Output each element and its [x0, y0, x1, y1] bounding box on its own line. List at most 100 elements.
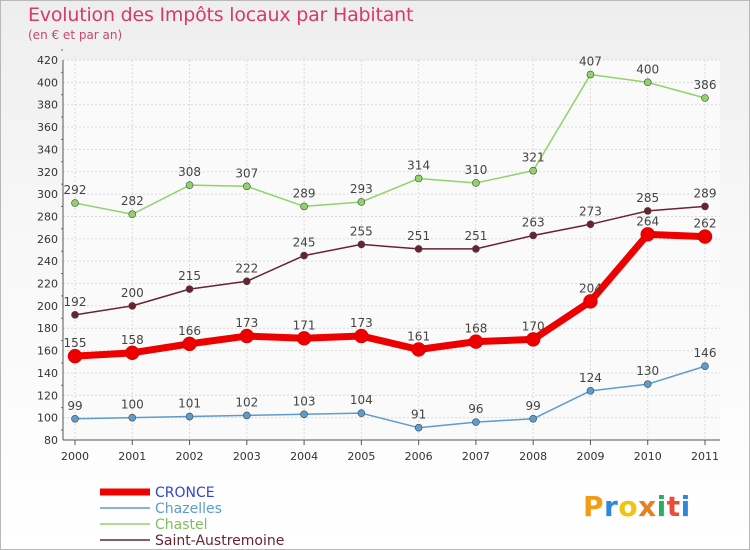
data-label: 310 — [464, 163, 487, 177]
data-point — [586, 220, 595, 229]
y-tick-label: 280 — [37, 210, 58, 223]
data-label: 222 — [235, 261, 258, 275]
series-chazelles: 99 100 101 102 103 104 91 96 99 124 130 146 — [67, 346, 716, 432]
y-tick-label: 200 — [37, 300, 58, 313]
data-label: 99 — [67, 399, 82, 413]
data-label: 262 — [694, 217, 717, 231]
data-label: 155 — [64, 336, 87, 350]
data-point — [300, 410, 308, 419]
data-label: 289 — [694, 186, 717, 200]
y-tick-label: 160 — [37, 345, 58, 358]
data-label: 308 — [178, 165, 201, 179]
logo-letter: x — [638, 490, 657, 523]
data-label: 386 — [694, 78, 717, 92]
data-point — [468, 334, 484, 349]
data-point — [586, 387, 595, 395]
legend-label: CRONCE — [155, 485, 215, 501]
data-label: 192 — [64, 295, 87, 309]
x-tick-label: 2011 — [691, 450, 719, 463]
data-label: 173 — [235, 316, 258, 330]
data-point — [701, 94, 709, 102]
series-lines: 292 282 308 307 289 293 314 310 321 407 400 386 192 2… — [64, 55, 717, 432]
data-point — [128, 413, 137, 422]
x-tick-label: 2001 — [118, 450, 146, 463]
data-label: 307 — [235, 166, 258, 180]
y-tick-label: 420 — [37, 54, 58, 67]
data-point — [414, 423, 423, 432]
data-point — [300, 251, 308, 260]
data-point — [300, 202, 308, 211]
x-tick-label: 2003 — [233, 450, 261, 463]
data-point — [586, 70, 595, 79]
y-tick-label: 380 — [37, 99, 58, 112]
data-label: 263 — [522, 215, 545, 229]
y-tick-label: 100 — [37, 412, 58, 425]
data-point — [414, 245, 423, 253]
data-label: 100 — [121, 398, 144, 412]
data-label: 200 — [121, 286, 144, 300]
proxiti-logo: Proxiti — [583, 490, 691, 523]
x-tick-label: 2010 — [634, 450, 662, 463]
y-tick-label: 260 — [37, 233, 58, 246]
data-label: 173 — [350, 316, 373, 330]
grid — [63, 59, 720, 441]
y-tick-label: 360 — [37, 121, 58, 134]
data-point — [529, 231, 537, 240]
data-point — [182, 336, 197, 352]
data-point — [472, 418, 480, 426]
data-label: 251 — [407, 229, 430, 243]
data-point — [525, 332, 541, 347]
data-label: 166 — [178, 324, 201, 338]
data-label: 292 — [64, 183, 87, 197]
chart-subtitle: (en € et par an) — [28, 28, 123, 42]
x-tick-label: 2002 — [176, 450, 204, 463]
data-label: 215 — [178, 269, 201, 283]
data-label: 282 — [121, 194, 144, 208]
logo-letter: i — [656, 490, 667, 523]
data-point — [185, 285, 194, 293]
data-point — [701, 362, 709, 371]
data-label: 130 — [636, 364, 659, 378]
data-point — [67, 348, 83, 364]
data-point — [357, 240, 366, 249]
data-label: 289 — [293, 186, 316, 200]
data-point — [185, 181, 194, 189]
data-point — [239, 328, 255, 344]
data-label: 273 — [579, 204, 602, 218]
series-line — [74, 205, 706, 316]
series-cronce: 155 158 166 173 171 173 161 168 170 204 264 262 — [64, 214, 717, 364]
data-label: 285 — [636, 191, 659, 205]
data-label: 124 — [579, 371, 602, 385]
data-label: 91 — [411, 408, 426, 422]
data-point — [128, 210, 137, 219]
data-point — [296, 331, 312, 346]
logo-letter: P — [583, 490, 605, 523]
data-label: 96 — [468, 402, 483, 416]
data-point — [529, 166, 537, 175]
series-chastel: 292 282 308 307 289 293 314 310 321 407 400 386 — [64, 55, 717, 219]
data-point — [701, 202, 709, 211]
y-tick-label: 180 — [37, 322, 58, 335]
y-tick-label: 80 — [44, 434, 58, 447]
axes: 80 100 120 140 160 180 200 220 240 260 280 300 320 34… — [37, 49, 720, 463]
data-label: 245 — [293, 236, 316, 250]
data-label: 158 — [121, 333, 144, 347]
data-point — [354, 328, 369, 344]
data-label: 161 — [407, 329, 430, 343]
data-label: 400 — [636, 62, 659, 76]
data-point — [357, 409, 366, 417]
y-tick-label: 140 — [37, 367, 58, 380]
data-label: 255 — [350, 224, 373, 238]
data-point — [472, 179, 480, 187]
data-point — [643, 207, 652, 215]
data-point — [414, 174, 423, 183]
x-tick-label: 2005 — [347, 450, 375, 463]
data-point — [640, 227, 655, 242]
data-label: 104 — [350, 393, 373, 407]
data-label: 102 — [235, 395, 258, 409]
data-label: 168 — [464, 322, 487, 336]
data-label: 407 — [579, 55, 602, 69]
series-saint-austremoine: 192 200 215 222 245 255 251 251 263 273 285 289 — [64, 186, 717, 319]
logo-letter: r — [604, 490, 619, 523]
